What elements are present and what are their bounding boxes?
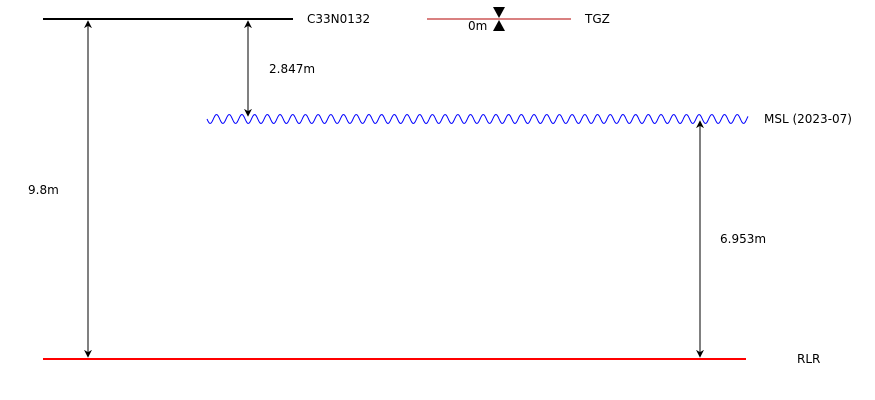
benchmark-label: C33N0132 bbox=[307, 12, 370, 26]
msl-label: MSL (2023-07) bbox=[764, 112, 852, 126]
rlr-label: RLR bbox=[797, 352, 820, 366]
tgz-upper-arrowhead bbox=[493, 7, 505, 18]
tgz-offset-label: 0m bbox=[468, 19, 487, 33]
tgz-label: TGZ bbox=[584, 12, 610, 26]
benchmark-to-rlr-label: 9.8m bbox=[28, 183, 59, 197]
msl-to-rlr-label: 6.953m bbox=[720, 232, 766, 246]
msl-wave-line bbox=[206, 113, 749, 125]
tgz-lower-arrowhead bbox=[493, 20, 505, 31]
benchmark-to-msl-label: 2.847m bbox=[269, 62, 315, 76]
